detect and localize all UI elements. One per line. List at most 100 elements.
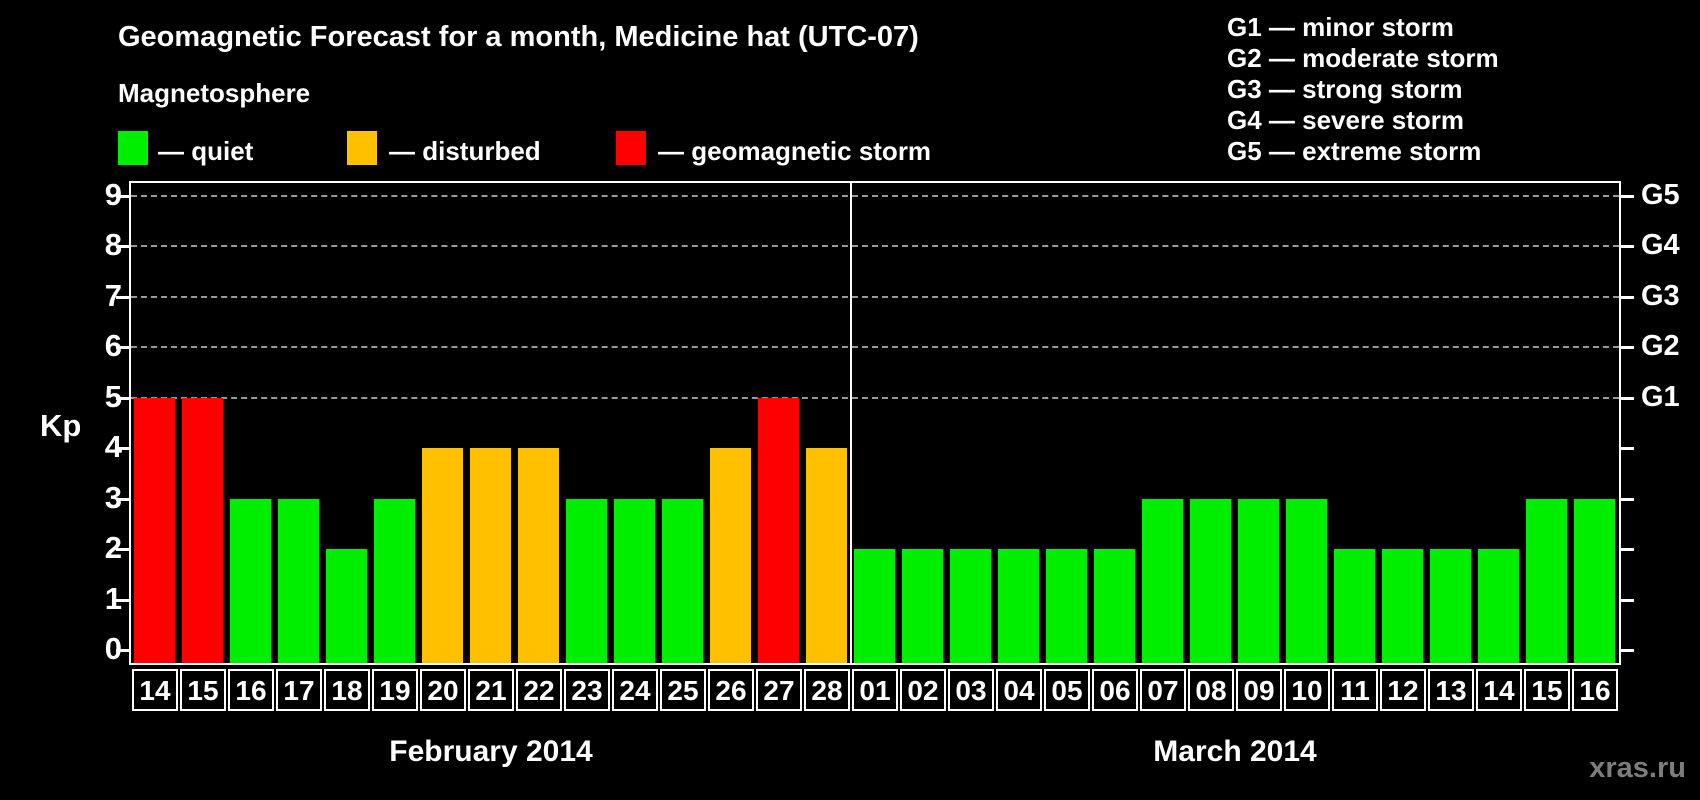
right-axis-tick-0 (1621, 649, 1634, 652)
kp-bar-month1-day-13 (1430, 549, 1471, 663)
gridline-kp-8 (131, 245, 1619, 247)
left-axis-tick-2 (116, 548, 129, 551)
legend-label-quiet: — quiet (158, 136, 254, 166)
date-cell-month0-26: 26 (708, 669, 754, 711)
legend-swatch-disturbed (347, 131, 377, 165)
legend-heading: Magnetosphere (118, 78, 311, 108)
kp-bar-month0-day-21 (470, 448, 511, 663)
right-axis-tick-3 (1621, 497, 1634, 501)
right-axis-tick-9 (1621, 194, 1634, 198)
gridline-kp-6 (131, 346, 1619, 348)
date-cell-month0-27: 27 (756, 669, 802, 711)
date-cell-month0-21: 21 (468, 669, 514, 711)
date-cell-month1-07: 07 (1140, 669, 1186, 711)
y-axis-label: Kp (40, 408, 82, 443)
date-cell-month0-23: 23 (564, 669, 610, 711)
kp-bar-month1-day-07 (1142, 498, 1183, 663)
kp-bar-month1-day-12 (1382, 549, 1423, 663)
x-axis-date-row: 14 15 16 17 18 19 20 21 22 23 24 25 26 27 28 01 02 03 04 05… (131, 669, 1619, 715)
g-axis-label-g1: G1 (1641, 380, 1680, 413)
kp-tick-label-8: 8 (104, 227, 122, 262)
left-axis-tick-7 (116, 295, 129, 299)
kp-bar-month0-day-14 (134, 397, 175, 663)
kp-bar-month0-day-24 (614, 498, 655, 663)
g-axis-label-g3: G3 (1641, 279, 1680, 312)
g-legend-item-g4: G4 — severe storm (1227, 105, 1465, 135)
plot-area (116, 181, 1634, 665)
date-cell-month0-20: 20 (420, 669, 466, 711)
date-cell-month1-16: 16 (1572, 669, 1618, 711)
kp-tick-label-6: 6 (104, 328, 122, 363)
date-cell-month1-05: 05 (1044, 669, 1090, 711)
left-axis-tick-8 (116, 245, 129, 248)
kp-tick-label-1: 1 (104, 580, 122, 616)
date-cell-month1-14: 14 (1476, 669, 1522, 711)
g-legend-item-g3: G3 — strong storm (1227, 74, 1463, 104)
legend-label-disturbed: — disturbed (389, 136, 541, 166)
kp-bar-month1-day-04 (998, 549, 1039, 663)
kp-bar-month0-day-23 (566, 498, 607, 663)
legend-swatch-quiet (118, 131, 148, 165)
watermark: xras.ru (1589, 752, 1686, 784)
kp-bar-month0-day-18 (326, 549, 367, 663)
kp-bar-month0-day-15 (182, 397, 223, 663)
left-axis-tick-0 (116, 649, 129, 652)
kp-bar-month0-day-16 (230, 498, 271, 663)
date-cell-month0-17: 17 (276, 669, 322, 711)
kp-bar-month0-day-28 (806, 448, 847, 663)
kp-bar-month0-day-26 (710, 448, 751, 663)
date-cell-month1-10: 10 (1284, 669, 1330, 711)
kp-bar-month0-day-20 (422, 448, 463, 663)
left-axis-tick-3 (116, 497, 129, 501)
kp-bar-month1-day-05 (1046, 549, 1087, 663)
kp-bar-month1-day-01 (854, 549, 895, 663)
right-axis-tick-8 (1621, 245, 1634, 248)
date-cell-month1-02: 02 (900, 669, 946, 711)
date-cell-month1-09: 09 (1236, 669, 1282, 711)
kp-tick-label-5: 5 (104, 378, 122, 414)
kp-bar-month1-day-09 (1238, 498, 1279, 663)
g-legend-item-g5: G5 — extreme storm (1227, 136, 1482, 166)
legend-swatch-storm (616, 131, 646, 165)
date-cell-month0-15: 15 (180, 669, 226, 711)
g-axis-label-g2: G2 (1641, 330, 1680, 362)
date-cell-month1-08: 08 (1188, 669, 1234, 711)
date-cell-month0-24: 24 (612, 669, 658, 711)
date-cell-month0-22: 22 (516, 669, 562, 711)
date-cell-month0-25: 25 (660, 669, 706, 711)
right-axis-tick-5 (1621, 396, 1634, 400)
g-legend-item-g1: G1 — minor storm (1227, 12, 1454, 42)
kp-tick-label-7: 7 (104, 277, 122, 313)
chart-title: Geomagnetic Forecast for a month, Medici… (118, 21, 919, 53)
right-axis-tick-7 (1621, 295, 1634, 299)
date-cell-month1-12: 12 (1380, 669, 1426, 711)
kp-bar-month0-day-22 (518, 448, 559, 663)
kp-tick-label-0: 0 (104, 631, 122, 666)
kp-bar-month1-day-15 (1526, 498, 1567, 663)
date-cell-month1-04: 04 (996, 669, 1042, 711)
date-cell-month1-06: 06 (1092, 669, 1138, 711)
date-cell-month1-15: 15 (1524, 669, 1570, 711)
left-axis-tick-1 (116, 598, 129, 602)
date-cell-month1-11: 11 (1332, 669, 1378, 711)
gridline-kp-5 (131, 396, 1619, 399)
date-cell-month1-13: 13 (1428, 669, 1474, 711)
gridline-kp-7 (131, 295, 1619, 298)
g-legend-item-g2: G2 — moderate storm (1227, 43, 1499, 73)
date-cell-month1-01: 01 (852, 669, 898, 711)
gridline-kp-9 (131, 194, 1619, 197)
right-axis-tick-1 (1621, 598, 1634, 602)
kp-tick-label-2: 2 (104, 530, 122, 565)
month-label-february: February 2014 (389, 735, 593, 768)
kp-bar-month0-day-27 (758, 397, 799, 663)
right-axis-tick-4 (1621, 447, 1634, 450)
kp-bar-month1-day-06 (1094, 549, 1135, 663)
date-cell-month0-19: 19 (372, 669, 418, 711)
date-cell-month0-16: 16 (228, 669, 274, 711)
month-separator-line (850, 183, 852, 663)
kp-bar-month1-day-11 (1334, 549, 1375, 663)
kp-bar-month1-day-10 (1286, 498, 1327, 663)
g-axis-label-g5: G5 (1641, 178, 1680, 211)
date-cell-month0-18: 18 (324, 669, 370, 711)
